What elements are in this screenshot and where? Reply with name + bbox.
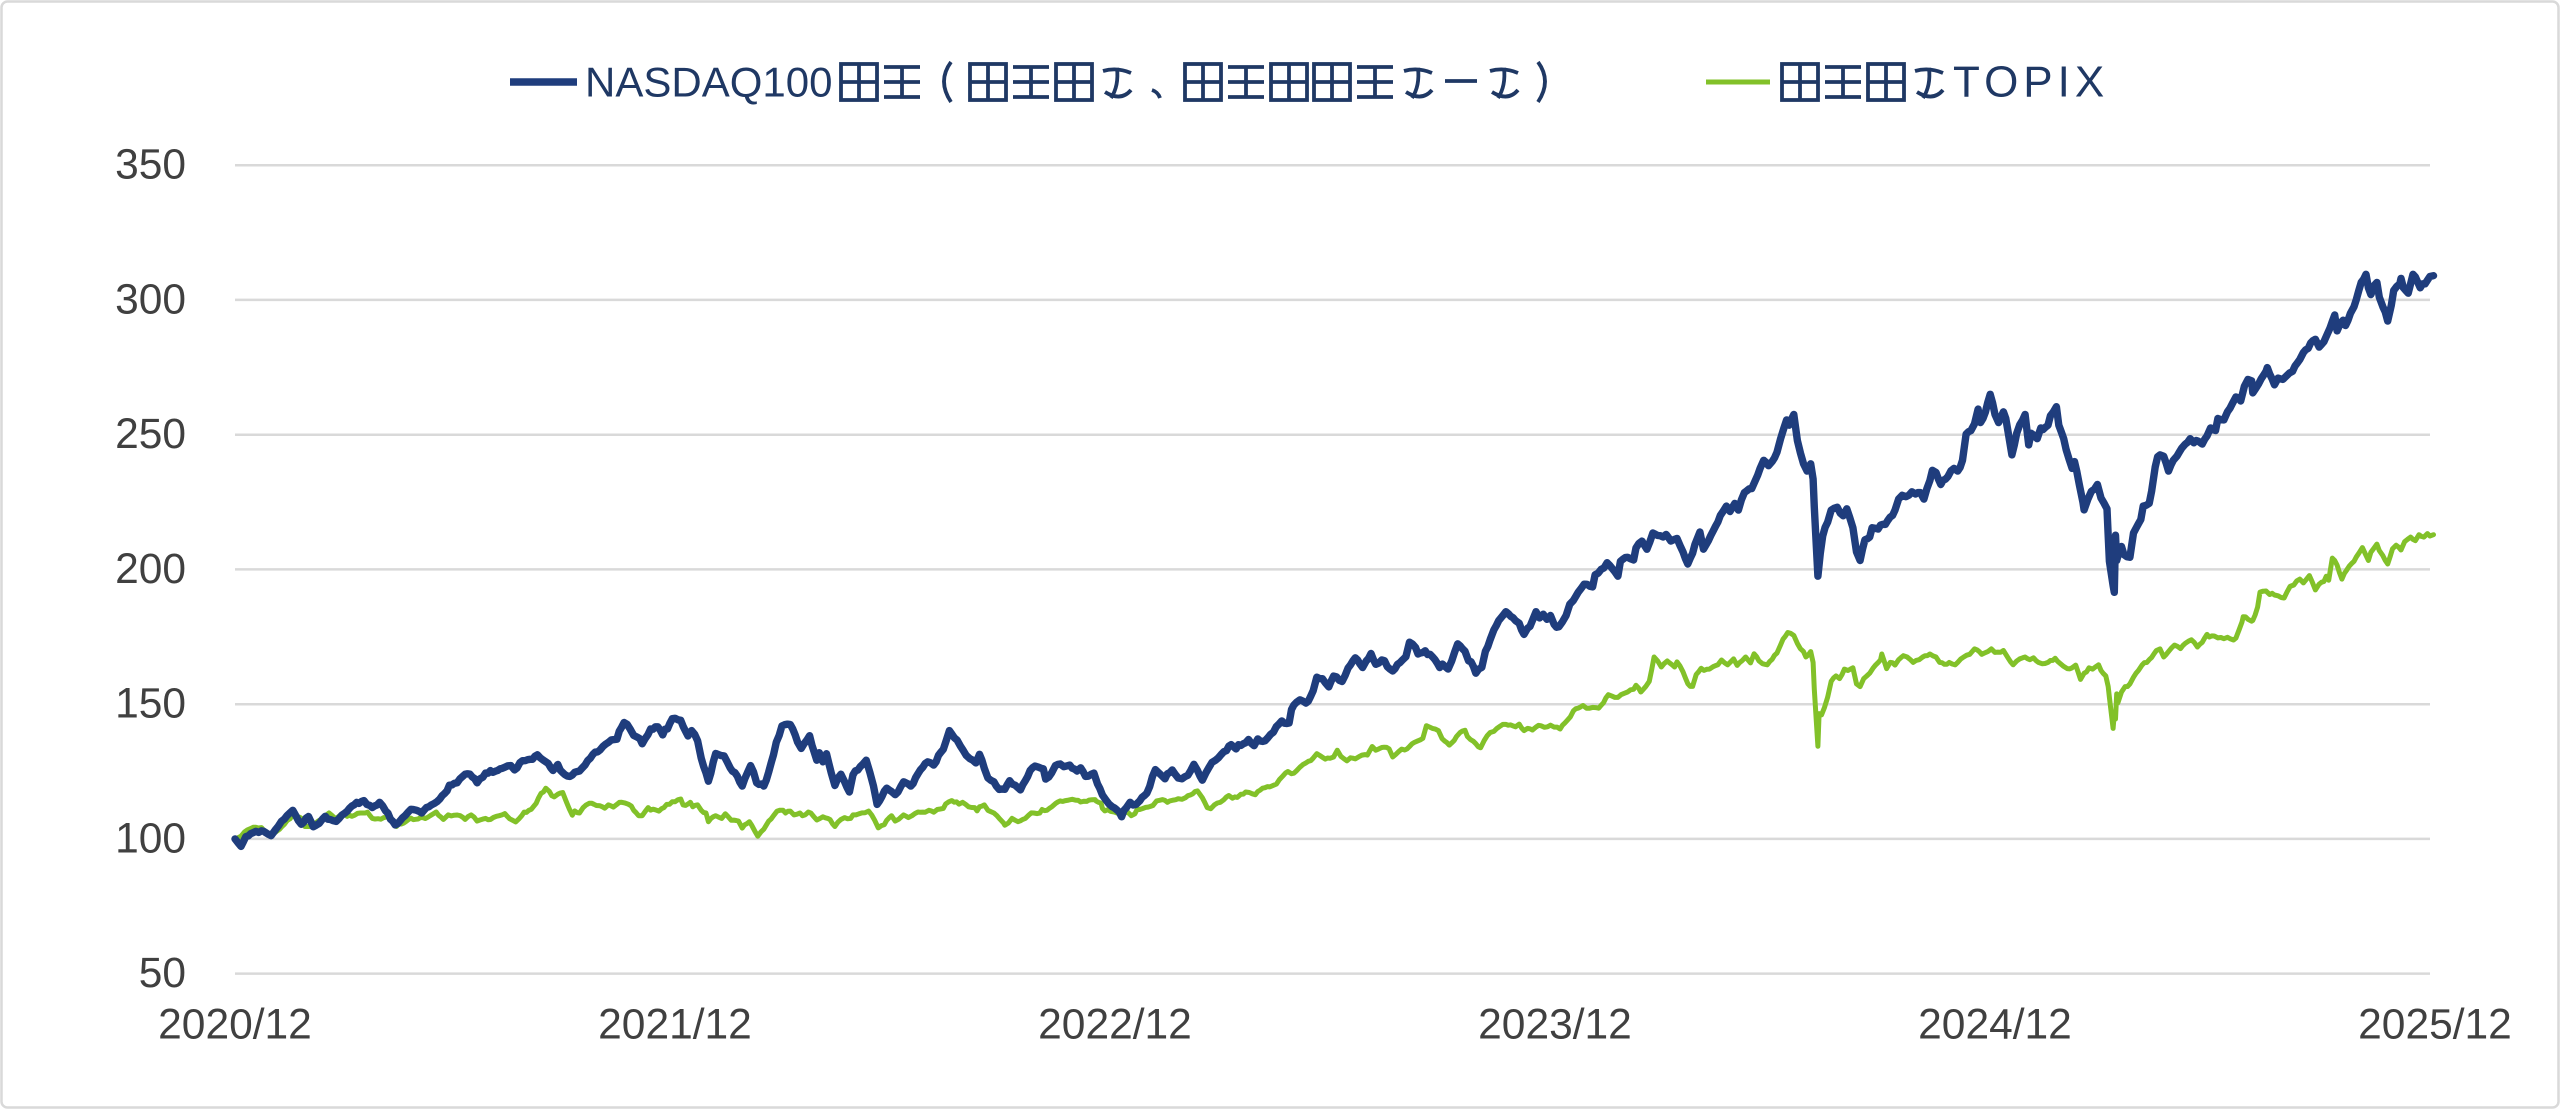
svg-text:2021/12: 2021/12: [598, 1002, 752, 1049]
svg-text:300: 300: [115, 276, 186, 323]
svg-text:TOPIX: TOPIX: [1953, 58, 2109, 107]
svg-text:350: 350: [115, 142, 186, 189]
svg-text:2024/12: 2024/12: [1918, 1002, 2072, 1049]
svg-text:2023/12: 2023/12: [1478, 1002, 1632, 1049]
svg-text:2025/12: 2025/12: [2358, 1002, 2512, 1049]
svg-text:2022/12: 2022/12: [1038, 1002, 1192, 1049]
svg-text:2020/12: 2020/12: [158, 1002, 312, 1049]
svg-text:250: 250: [115, 411, 186, 458]
svg-text:200: 200: [115, 546, 186, 593]
svg-text:50: 50: [139, 950, 186, 997]
svg-text:100: 100: [115, 815, 186, 862]
svg-text:NASDAQ100: NASDAQ100: [585, 59, 832, 106]
svg-text:150: 150: [115, 681, 186, 728]
